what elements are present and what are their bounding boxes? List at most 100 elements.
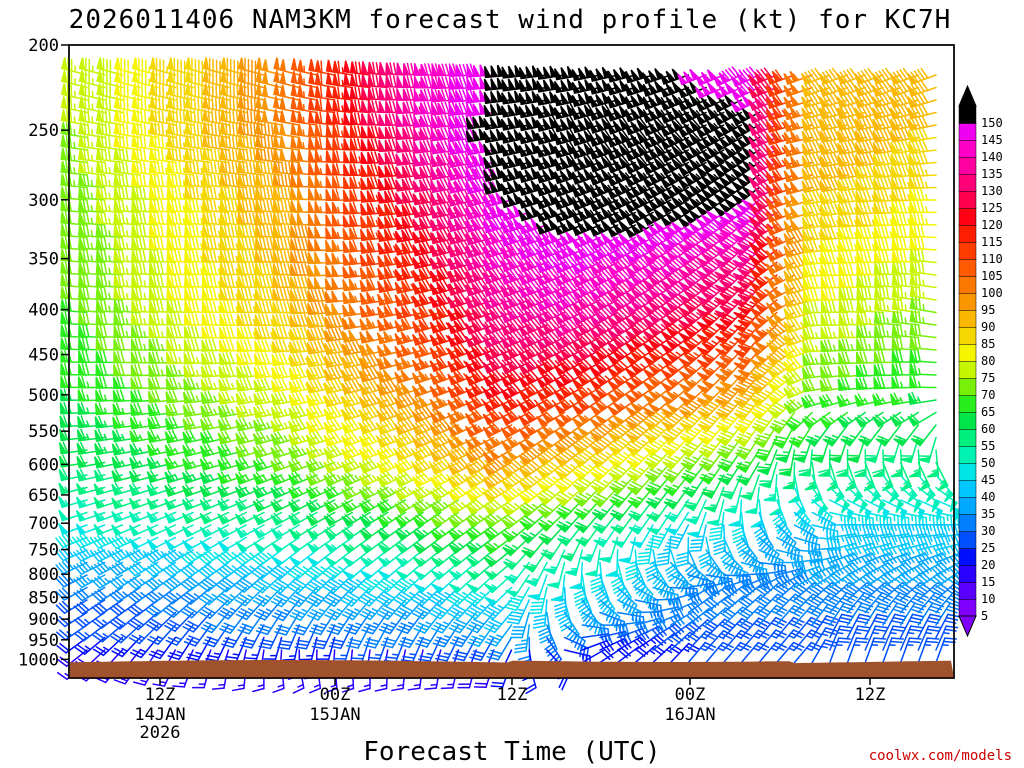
barb-pennant xyxy=(95,135,103,148)
wind-barb xyxy=(77,311,106,326)
wind-barb xyxy=(95,312,124,326)
barb-flag xyxy=(82,286,87,300)
barb-flag xyxy=(82,311,86,325)
barb-flag xyxy=(58,562,68,573)
barb-flag xyxy=(69,109,73,123)
barb-flag xyxy=(82,186,87,200)
barb-flag xyxy=(100,547,110,558)
barb-flag xyxy=(90,538,100,549)
wind-barb xyxy=(60,186,88,201)
wind-barb xyxy=(95,350,124,364)
barb-half-flag xyxy=(108,242,111,250)
barb-flag xyxy=(82,533,92,545)
barb-flag xyxy=(126,110,129,124)
barb-half-flag xyxy=(90,154,94,162)
barb-half-flag xyxy=(108,305,111,313)
barb-flag xyxy=(86,186,90,200)
barb-flag xyxy=(140,109,143,123)
barb-flag xyxy=(367,656,381,660)
wind-barb xyxy=(78,109,106,126)
barb-flag xyxy=(172,109,175,123)
barb-flag xyxy=(91,620,103,629)
barb-half-flag xyxy=(277,684,285,688)
barb-flag xyxy=(55,537,64,548)
barb-flag xyxy=(85,337,90,351)
wind-barb xyxy=(113,83,141,101)
barb-flag xyxy=(76,563,86,574)
barb-half-flag xyxy=(103,446,108,454)
barb-half-flag xyxy=(125,255,129,263)
barb-flag xyxy=(190,96,193,110)
wind-barb xyxy=(77,350,106,364)
barb-half-flag xyxy=(85,433,90,441)
barb-flag xyxy=(103,173,108,187)
barb-flag xyxy=(101,109,104,123)
barb-flag xyxy=(100,261,104,275)
barb-half-flag xyxy=(363,684,371,688)
barb-flag xyxy=(253,111,257,125)
barb-half-flag xyxy=(121,678,128,682)
barb-flag xyxy=(86,224,90,237)
chart-title: 2026011406 NAM3KM forecast wind profile … xyxy=(69,5,952,35)
barb-flag xyxy=(98,376,104,389)
wind-barb xyxy=(75,523,106,536)
barb-flag xyxy=(97,442,104,455)
barb-flag xyxy=(87,109,90,123)
barb-pennant xyxy=(60,70,68,84)
barb-half-flag xyxy=(86,577,93,583)
barb-pennant xyxy=(60,96,68,110)
barb-pennant xyxy=(60,311,68,325)
barb-half-flag xyxy=(218,683,226,686)
barb-half-flag xyxy=(341,67,344,75)
barb-flag xyxy=(100,186,104,200)
barb-pennant xyxy=(60,173,68,187)
barb-half-flag xyxy=(108,205,111,213)
barb-flag xyxy=(86,161,90,174)
wind-barb xyxy=(76,468,106,482)
wind-barb xyxy=(95,286,124,301)
wind-barb xyxy=(95,299,124,314)
barb-pennant xyxy=(95,286,103,300)
wind-barb xyxy=(95,389,124,402)
barb-pennant xyxy=(77,299,85,312)
barb-pennant xyxy=(95,199,103,212)
barb-flag xyxy=(65,135,69,148)
barb-half-flag xyxy=(297,683,304,688)
barb-flag xyxy=(66,96,69,110)
barb-flag xyxy=(182,111,186,125)
wind-barb xyxy=(78,147,106,164)
barb-half-flag xyxy=(140,679,148,683)
barb-pennant xyxy=(60,186,68,200)
barb-flag xyxy=(104,135,108,149)
wind-barb xyxy=(95,236,124,251)
barb-flag xyxy=(64,324,69,338)
barb-flag xyxy=(59,656,71,665)
barb-pennant xyxy=(78,96,86,110)
barb-flag xyxy=(97,602,108,612)
barb-flag xyxy=(93,550,103,561)
barb-pennant xyxy=(93,469,104,482)
barb-flag xyxy=(64,223,69,237)
barb-flag xyxy=(193,97,196,110)
barb-flag xyxy=(56,631,67,641)
barb-flag xyxy=(100,236,104,250)
barb-flag xyxy=(64,236,69,250)
barb-half-flag xyxy=(103,433,108,441)
barb-flag xyxy=(76,576,86,587)
barb-pennant xyxy=(95,122,103,135)
barb-pennant xyxy=(95,389,103,402)
wind-barb xyxy=(58,509,88,522)
barb-flag xyxy=(64,311,69,325)
barb-flag xyxy=(94,604,105,614)
barb-half-flag xyxy=(302,129,305,137)
barb-pennant xyxy=(78,83,86,97)
barb-half-flag xyxy=(302,142,305,150)
barb-flag xyxy=(207,96,211,110)
barb-flag xyxy=(358,687,371,693)
barb-flag xyxy=(320,60,323,74)
barb-flag xyxy=(81,337,86,351)
barb-flag xyxy=(253,98,257,112)
wind-barb xyxy=(91,599,124,616)
barb-half-flag xyxy=(64,486,69,493)
barb-flag xyxy=(211,97,214,110)
